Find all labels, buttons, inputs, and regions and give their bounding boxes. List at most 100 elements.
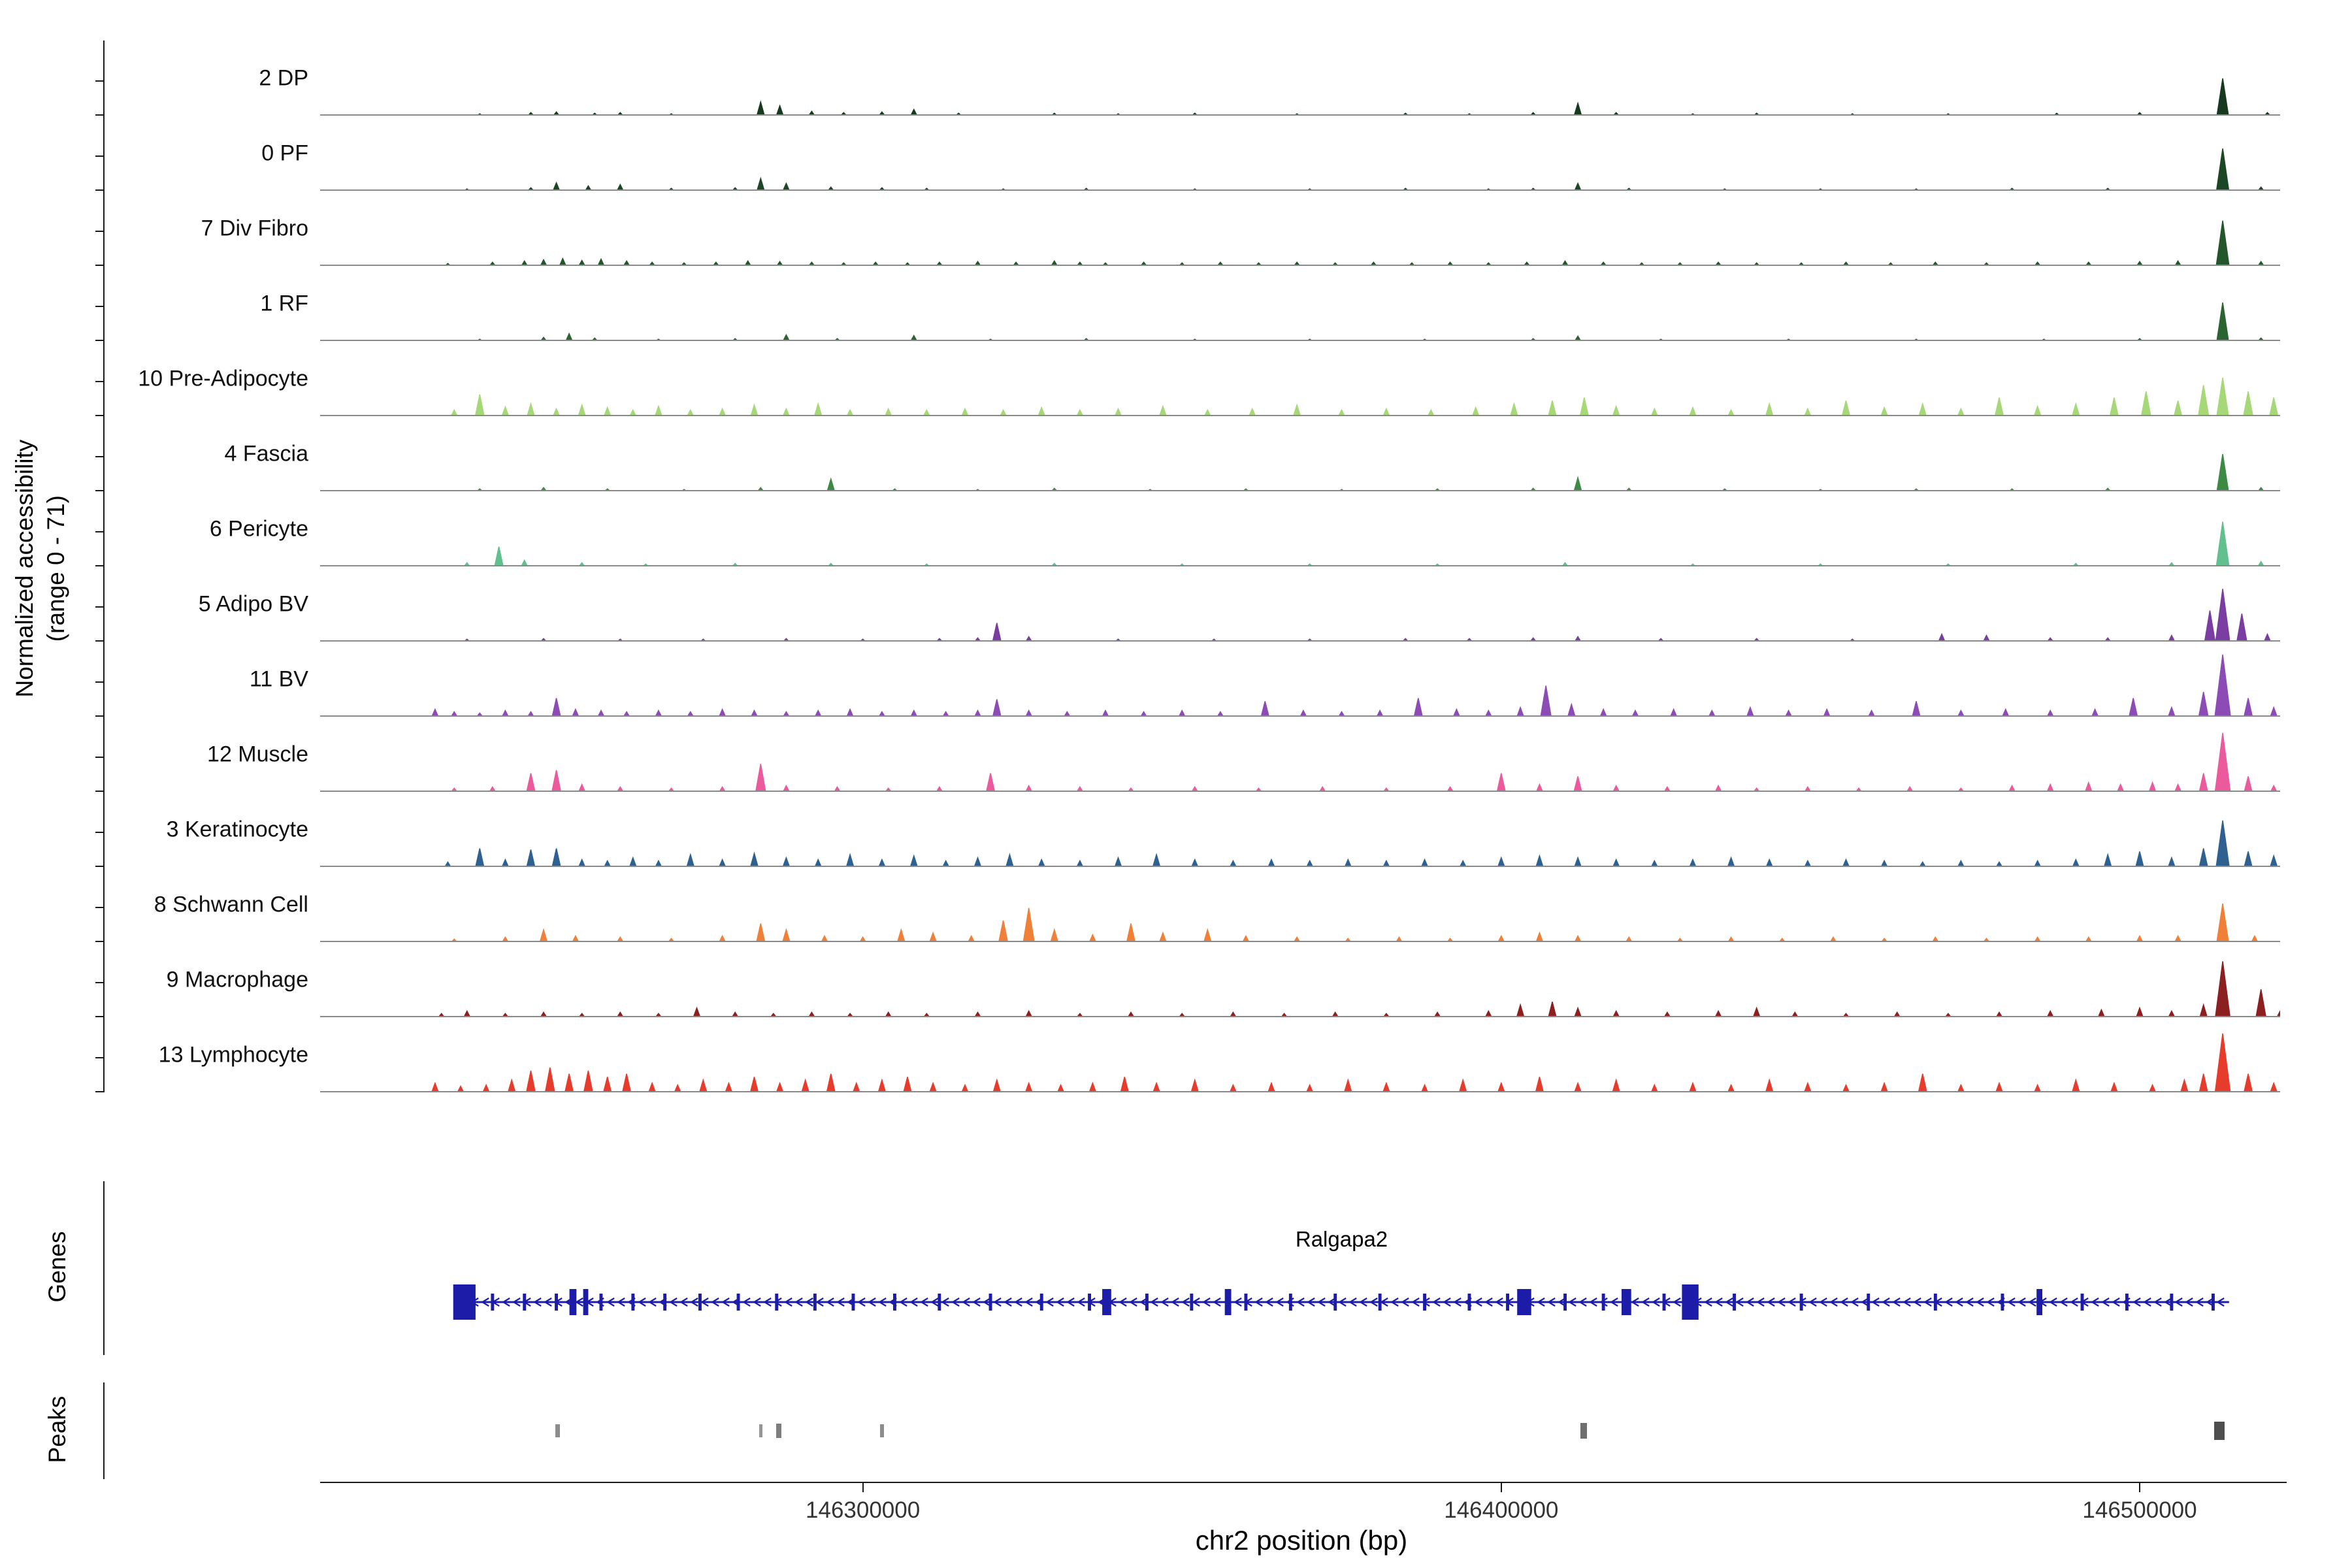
track-plot-area bbox=[320, 266, 2280, 341]
track-baseline bbox=[320, 1091, 2280, 1092]
track-lane: 13 Lymphocyte bbox=[0, 1017, 2352, 1092]
y-axis-tick bbox=[95, 80, 103, 82]
track-plot-area bbox=[320, 116, 2280, 191]
track-label: 6 Pericyte bbox=[209, 516, 308, 541]
track-baseline bbox=[320, 866, 2280, 867]
y-axis-tick bbox=[95, 114, 103, 116]
gene-exon bbox=[2080, 1294, 2084, 1311]
track-lane: 6 Pericyte bbox=[0, 491, 2352, 566]
gene-exon bbox=[523, 1294, 527, 1311]
y-axis-tick bbox=[95, 155, 103, 157]
x-axis-tick-label: 146300000 bbox=[806, 1497, 921, 1523]
gene-exon bbox=[2125, 1294, 2129, 1311]
y-axis-tick bbox=[95, 866, 103, 867]
gene-exon bbox=[813, 1294, 817, 1311]
gene-exon bbox=[583, 1289, 589, 1315]
gene-exon bbox=[938, 1294, 941, 1311]
track-baseline bbox=[320, 1016, 2280, 1017]
track-lane: 3 Keratinocyte bbox=[0, 792, 2352, 867]
y-axis-tick bbox=[95, 715, 103, 717]
track-label: 8 Schwann Cell bbox=[154, 892, 308, 917]
peak-mark bbox=[776, 1424, 781, 1438]
x-axis-line bbox=[320, 1482, 2287, 1483]
track-baseline bbox=[320, 415, 2280, 416]
gene-exon bbox=[1867, 1294, 1870, 1311]
track-lane: 5 Adipo BV bbox=[0, 566, 2352, 642]
y-axis-tick bbox=[95, 757, 103, 759]
track-lane: 8 Schwann Cell bbox=[0, 867, 2352, 942]
track-label: 9 Macrophage bbox=[166, 967, 308, 992]
peak-mark bbox=[555, 1424, 560, 1437]
track-signal bbox=[320, 302, 2280, 341]
track-signal bbox=[320, 732, 2280, 792]
x-axis-tick bbox=[1500, 1483, 1502, 1492]
gene-exon bbox=[1102, 1289, 1111, 1315]
gene-exon bbox=[2212, 1294, 2215, 1311]
y-axis-tick bbox=[95, 1016, 103, 1017]
gene-exon bbox=[1517, 1289, 1531, 1315]
y-axis-tick bbox=[95, 791, 103, 792]
y-axis-tick bbox=[95, 1091, 103, 1092]
peak-mark bbox=[2214, 1422, 2225, 1440]
gene-exon bbox=[1288, 1294, 1292, 1311]
gene-exon bbox=[1333, 1294, 1337, 1311]
peak-mark bbox=[1580, 1423, 1588, 1439]
y-axis-tick bbox=[95, 907, 103, 909]
gene-exon bbox=[1563, 1294, 1567, 1311]
y-axis-tick bbox=[95, 415, 103, 416]
x-axis-tick bbox=[862, 1483, 864, 1492]
track-signal bbox=[320, 961, 2280, 1017]
track-label: 5 Adipo BV bbox=[198, 591, 308, 616]
track-lane: 1 RF bbox=[0, 266, 2352, 341]
track-lane: 0 PF bbox=[0, 116, 2352, 191]
track-signal bbox=[320, 220, 2280, 266]
gene-exon bbox=[631, 1294, 635, 1311]
track-baseline bbox=[320, 490, 2280, 491]
track-lane: 10 Pre-Adipocyte bbox=[0, 341, 2352, 416]
track-signal bbox=[320, 654, 2280, 717]
track-lane: 11 BV bbox=[0, 642, 2352, 717]
track-baseline bbox=[320, 189, 2280, 191]
track-plot-area bbox=[320, 867, 2280, 942]
track-label: 1 RF bbox=[260, 291, 308, 316]
gene-exon bbox=[736, 1294, 740, 1311]
gene-exon bbox=[1467, 1294, 1471, 1311]
gene-exon bbox=[555, 1294, 558, 1311]
y-axis-tick bbox=[95, 681, 103, 683]
gene-exon bbox=[1190, 1294, 1194, 1311]
gene-exon bbox=[1506, 1294, 1509, 1311]
x-axis-tick-label: 146400000 bbox=[1444, 1497, 1559, 1523]
track-label: 10 Pre-Adipocyte bbox=[138, 366, 308, 391]
track-plot-area bbox=[320, 792, 2280, 867]
x-axis-tick bbox=[2139, 1483, 2141, 1492]
gene-exon bbox=[453, 1284, 476, 1320]
peak-mark bbox=[759, 1424, 762, 1437]
gene-exon bbox=[1601, 1294, 1605, 1311]
tracks: 2 DP 0 PF 7 Div Fibro 1 RF 10 Pre-Adipoc… bbox=[0, 41, 2352, 1092]
gene-exon bbox=[851, 1294, 855, 1311]
y-axis-tick bbox=[95, 456, 103, 458]
peaks-section-label: Peaks bbox=[44, 1396, 71, 1463]
y-axis-tick bbox=[95, 231, 103, 233]
gene-exon bbox=[893, 1294, 896, 1311]
track-lane: 9 Macrophage bbox=[0, 942, 2352, 1017]
y-axis-tick bbox=[95, 265, 103, 266]
track-label: 11 BV bbox=[249, 666, 308, 691]
y-axis-tick bbox=[95, 490, 103, 491]
y-axis-tick bbox=[95, 189, 103, 191]
peaks-axis-bracket bbox=[103, 1382, 105, 1479]
track-plot-area bbox=[320, 341, 2280, 416]
track-signal bbox=[320, 377, 2280, 416]
track-lane: 4 Fascia bbox=[0, 416, 2352, 491]
y-axis-tick bbox=[95, 982, 103, 984]
gene-exon bbox=[1423, 1294, 1426, 1311]
gene-exon bbox=[1378, 1294, 1382, 1311]
gene-exon bbox=[1088, 1294, 1091, 1311]
peak-mark bbox=[879, 1424, 885, 1437]
y-axis-tick bbox=[95, 606, 103, 608]
y-axis-tick bbox=[95, 640, 103, 642]
y-axis-tick bbox=[95, 531, 103, 533]
track-baseline bbox=[320, 941, 2280, 942]
track-lane: 7 Div Fibro bbox=[0, 191, 2352, 266]
y-axis-tick bbox=[95, 306, 103, 308]
